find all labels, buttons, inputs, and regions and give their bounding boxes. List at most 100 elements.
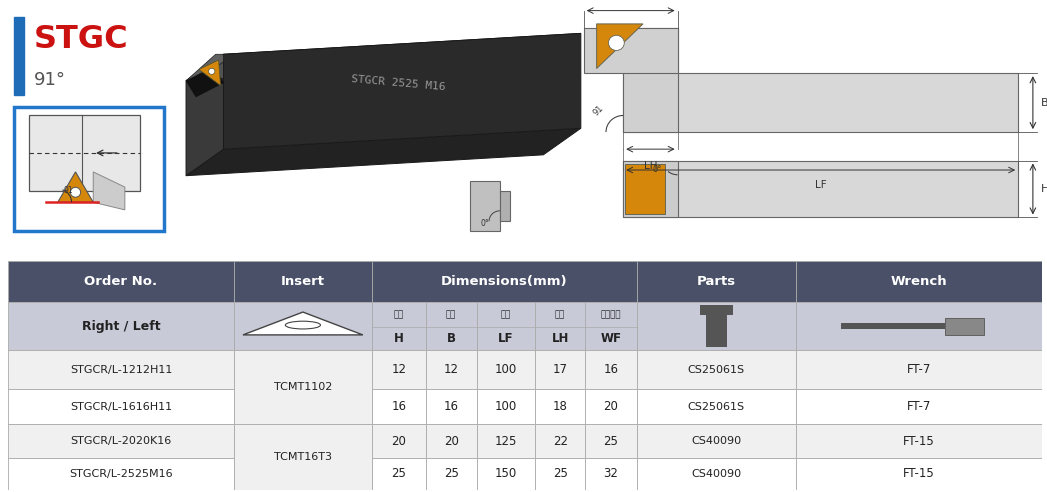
Polygon shape — [186, 128, 581, 176]
Text: 12: 12 — [444, 363, 459, 376]
Text: FT-15: FT-15 — [903, 434, 935, 448]
Bar — [584, 28, 677, 73]
Text: LH: LH — [644, 160, 658, 171]
Bar — [585, 302, 637, 350]
Text: 20: 20 — [603, 400, 619, 413]
Text: H: H — [394, 332, 404, 345]
Bar — [706, 315, 727, 347]
Text: CS40090: CS40090 — [691, 468, 741, 479]
Text: Right / Left: Right / Left — [82, 320, 160, 333]
Text: 100: 100 — [495, 400, 517, 413]
Text: Wrench: Wrench — [891, 275, 948, 288]
Text: B: B — [447, 332, 455, 345]
Bar — [8, 350, 233, 389]
Bar — [426, 302, 476, 350]
Text: 柄宽: 柄宽 — [446, 310, 456, 319]
Bar — [8, 458, 233, 490]
Text: 100: 100 — [495, 363, 517, 376]
Text: STGCR/L-1212H11: STGCR/L-1212H11 — [70, 365, 172, 374]
Bar — [637, 261, 796, 302]
Bar — [8, 389, 233, 425]
Polygon shape — [243, 312, 363, 335]
Bar — [535, 350, 585, 389]
Bar — [842, 323, 944, 329]
Text: 91: 91 — [64, 186, 73, 195]
Bar — [8, 261, 233, 302]
Bar — [8, 302, 233, 350]
Polygon shape — [199, 60, 221, 86]
Bar — [796, 350, 1042, 389]
Text: Dimensions(mm): Dimensions(mm) — [441, 275, 567, 288]
Bar — [585, 425, 637, 458]
Text: 25: 25 — [444, 467, 459, 480]
Polygon shape — [93, 172, 125, 210]
Bar — [372, 389, 426, 425]
Text: 頭長: 頭長 — [555, 310, 565, 319]
Text: H: H — [1041, 184, 1047, 194]
Text: STGCR/L-2020K16: STGCR/L-2020K16 — [70, 436, 172, 446]
Bar — [623, 160, 1018, 217]
Polygon shape — [186, 66, 224, 97]
Text: FT-7: FT-7 — [907, 400, 931, 413]
Text: 20: 20 — [392, 434, 406, 448]
Bar — [233, 389, 372, 425]
Bar — [470, 182, 499, 231]
Text: STGCR/L-1616H11: STGCR/L-1616H11 — [70, 402, 172, 412]
Text: 25: 25 — [603, 434, 619, 448]
Bar — [535, 458, 585, 490]
Bar — [535, 389, 585, 425]
Bar — [796, 261, 1042, 302]
Bar — [233, 302, 372, 350]
Bar — [372, 425, 426, 458]
Text: LF: LF — [815, 181, 826, 190]
Bar — [944, 317, 984, 335]
Polygon shape — [186, 54, 224, 81]
Text: STGC: STGC — [35, 24, 129, 55]
Text: STGCR/L-2525M16: STGCR/L-2525M16 — [69, 468, 173, 479]
Bar — [585, 458, 637, 490]
Text: TCMT16T3: TCMT16T3 — [274, 452, 332, 462]
Text: WF: WF — [600, 332, 621, 345]
Text: 32: 32 — [603, 467, 619, 480]
Bar — [637, 302, 796, 350]
Bar — [623, 73, 1018, 132]
Bar — [796, 302, 1042, 350]
Bar — [623, 28, 677, 132]
Text: B: B — [1041, 97, 1047, 108]
Bar — [372, 350, 426, 389]
Bar — [637, 458, 796, 490]
Text: 18: 18 — [553, 400, 567, 413]
Text: CS25061S: CS25061S — [688, 402, 744, 412]
Bar — [535, 302, 585, 350]
Bar — [372, 458, 426, 490]
Bar — [637, 350, 796, 389]
Circle shape — [70, 187, 81, 197]
Text: 20: 20 — [444, 434, 459, 448]
Text: Order No.: Order No. — [85, 275, 158, 288]
Bar — [585, 350, 637, 389]
Text: Parts: Parts — [696, 275, 736, 288]
Text: 25: 25 — [553, 467, 567, 480]
Text: 工作宽度: 工作宽度 — [601, 310, 621, 319]
Bar — [233, 261, 372, 302]
Text: 150: 150 — [495, 467, 517, 480]
Text: 16: 16 — [392, 400, 406, 413]
Text: 0°: 0° — [653, 165, 663, 174]
Bar — [796, 425, 1042, 458]
Bar — [476, 389, 535, 425]
Polygon shape — [224, 33, 581, 149]
Bar — [8, 425, 233, 458]
Bar — [29, 115, 139, 191]
Bar — [623, 160, 677, 217]
Text: CS40090: CS40090 — [691, 436, 741, 446]
Polygon shape — [597, 24, 643, 68]
Polygon shape — [186, 33, 581, 81]
Text: CS25061S: CS25061S — [688, 365, 744, 374]
Bar — [372, 302, 426, 350]
Bar — [233, 425, 372, 458]
Text: 16: 16 — [444, 400, 459, 413]
Text: FT-15: FT-15 — [903, 467, 935, 480]
Text: 22: 22 — [553, 434, 567, 448]
Bar — [585, 389, 637, 425]
Bar — [476, 302, 535, 350]
